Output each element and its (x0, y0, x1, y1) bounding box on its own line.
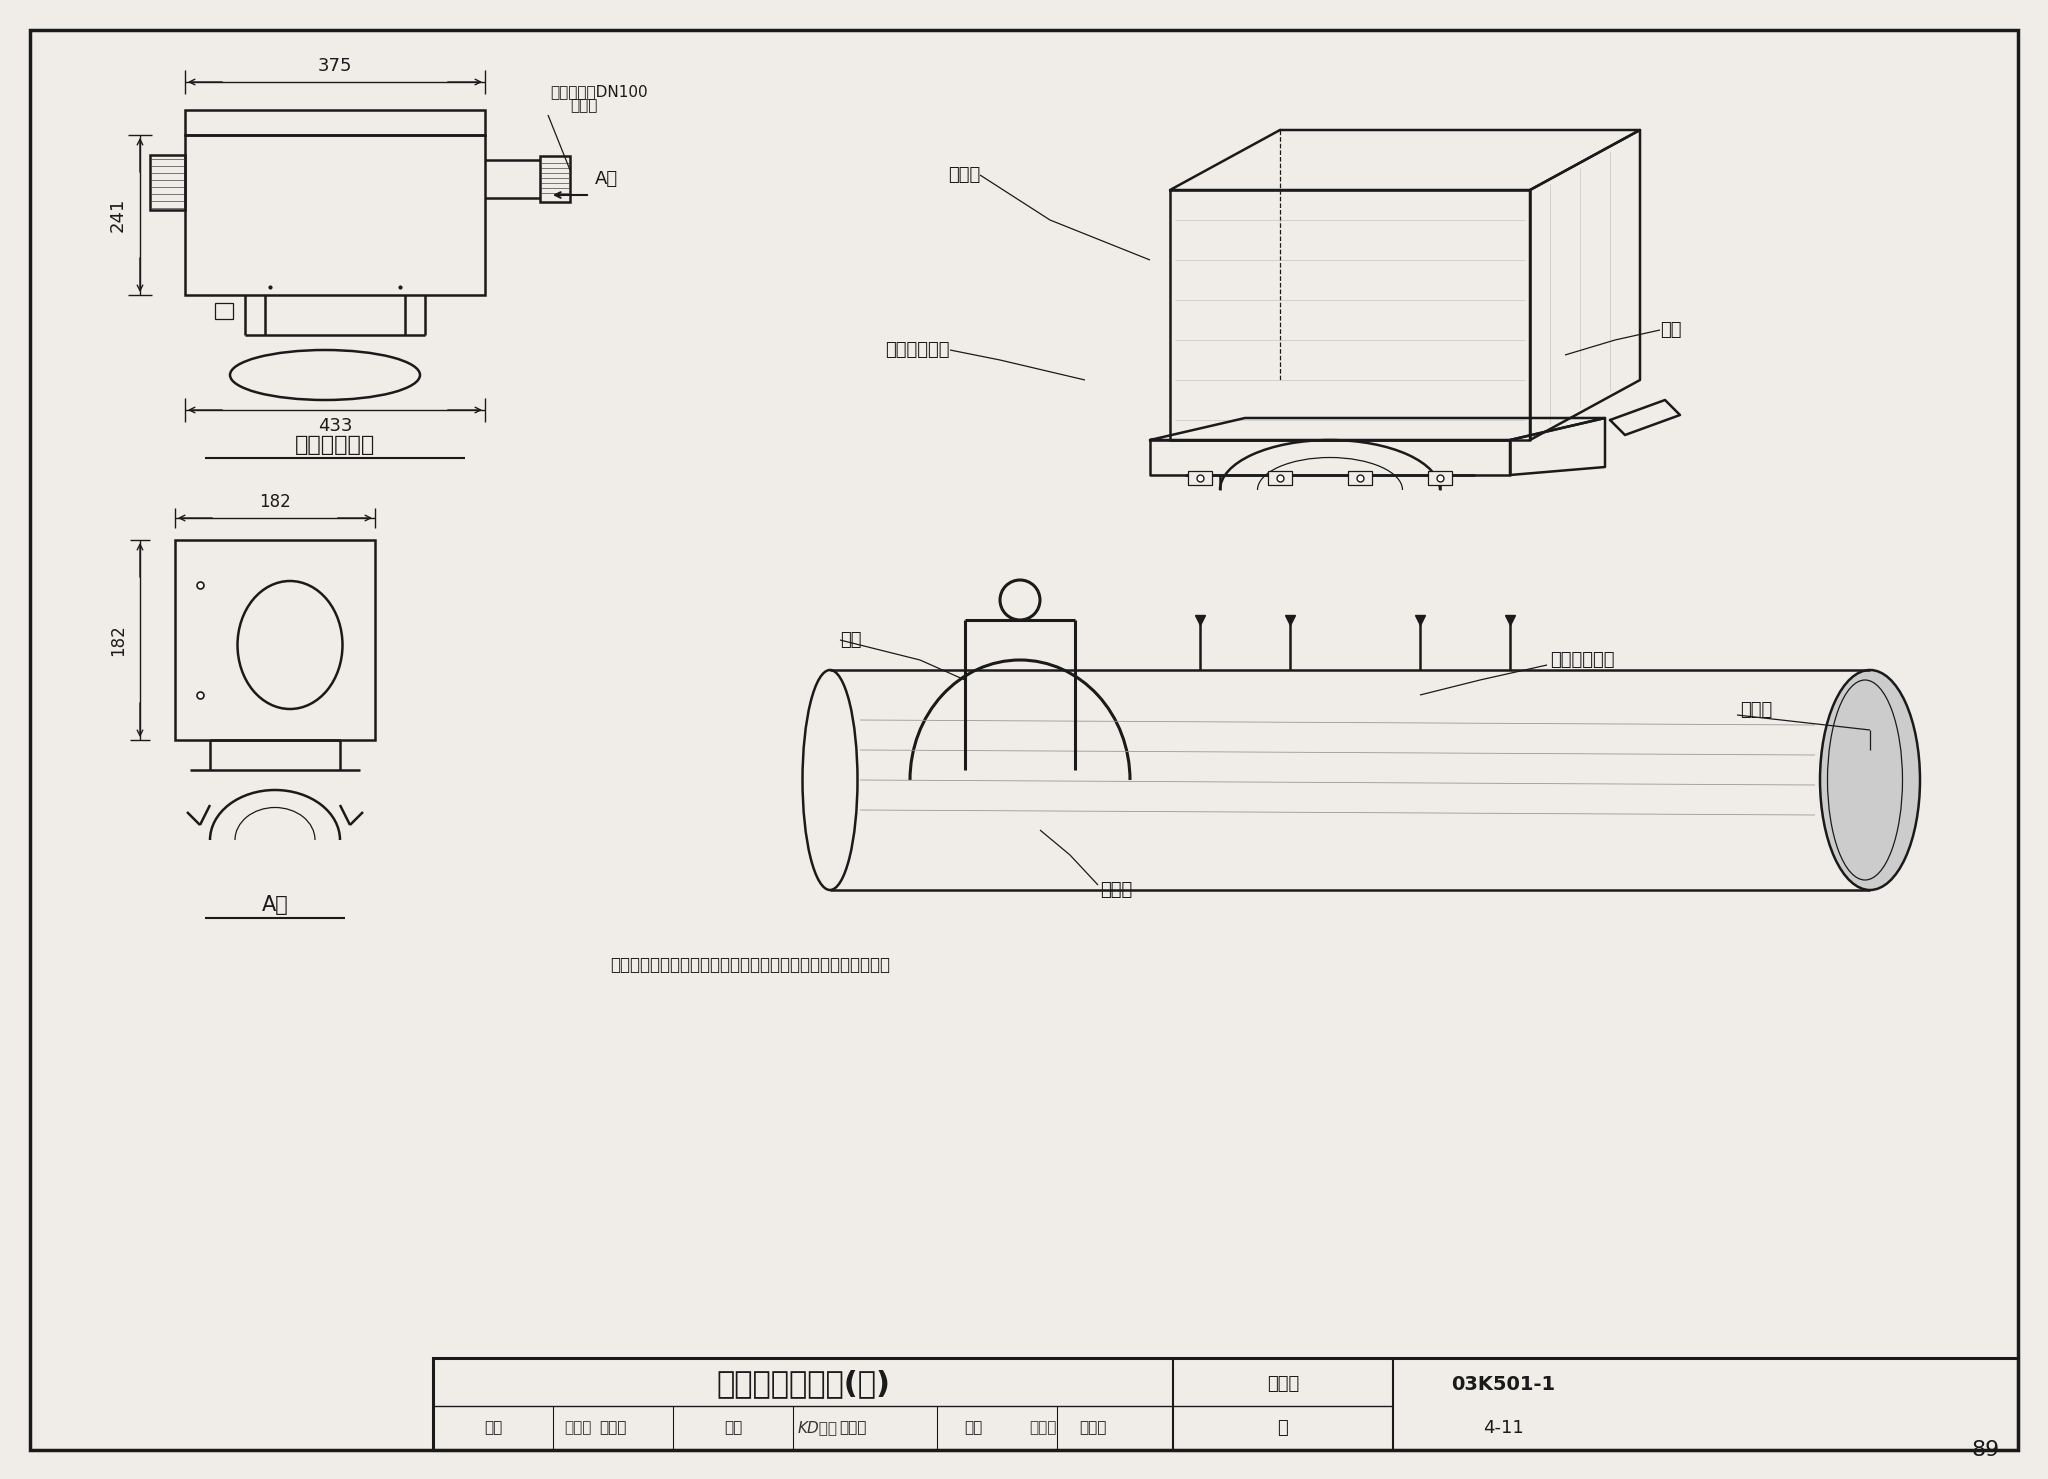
Text: 发生器安装孔: 发生器安装孔 (1550, 651, 1614, 669)
Text: 页: 页 (1278, 1418, 1288, 1438)
Bar (1188, 470, 1212, 485)
Text: KD小步: KD小步 (799, 1420, 838, 1436)
Text: 433: 433 (317, 417, 352, 435)
Ellipse shape (803, 670, 858, 890)
Text: 管螺纹: 管螺纹 (569, 99, 598, 114)
Bar (1268, 470, 1292, 485)
Text: 图集号: 图集号 (1268, 1375, 1298, 1393)
Text: 垫片: 垫片 (1661, 321, 1681, 339)
Text: 发生器及其安装(三): 发生器及其安装(三) (717, 1370, 891, 1399)
Text: 供空气接头DN100: 供空气接头DN100 (551, 84, 647, 99)
Text: 校对: 校对 (723, 1420, 741, 1436)
Bar (174, 540, 375, 740)
Text: A向: A向 (596, 170, 618, 188)
Bar (1427, 470, 1452, 485)
Text: 审核: 审核 (483, 1420, 502, 1436)
Bar (150, 155, 184, 210)
Ellipse shape (1821, 670, 1921, 890)
Text: 戴印记: 戴印记 (1030, 1420, 1057, 1436)
Bar (184, 135, 485, 294)
Bar (1348, 470, 1372, 485)
Text: 发生器平面图: 发生器平面图 (295, 435, 375, 456)
Text: 4-11: 4-11 (1483, 1418, 1524, 1438)
Text: 182: 182 (109, 624, 127, 655)
Text: A向: A向 (262, 895, 289, 916)
Bar (184, 109, 485, 135)
Text: 注：本图根据青岛森普热能有限公司青岛办事处提供资料编制。: 注：本图根据青岛森普热能有限公司青岛办事处提供资料编制。 (610, 955, 891, 975)
Bar (541, 155, 569, 203)
Text: 发生器: 发生器 (948, 166, 981, 183)
Bar (215, 303, 233, 319)
Bar (432, 1358, 2017, 1449)
Text: 182: 182 (260, 493, 291, 512)
Text: 大师批: 大师批 (565, 1420, 592, 1436)
Text: 吸架: 吸架 (840, 632, 862, 649)
Text: 发生器固定板: 发生器固定板 (885, 342, 950, 359)
Text: 胡宁宁: 胡宁宁 (600, 1420, 627, 1436)
Text: 白小步: 白小步 (840, 1420, 866, 1436)
Text: 375: 375 (317, 58, 352, 75)
Text: 241: 241 (109, 198, 127, 232)
Text: 03K501-1: 03K501-1 (1450, 1374, 1554, 1393)
Text: 89: 89 (1972, 1441, 2001, 1460)
Text: 设计: 设计 (965, 1420, 983, 1436)
Text: 辐射管: 辐射管 (1741, 701, 1772, 719)
Text: 戴海洋: 戴海洋 (1079, 1420, 1106, 1436)
Text: 固定栓: 固定栓 (1100, 881, 1133, 899)
